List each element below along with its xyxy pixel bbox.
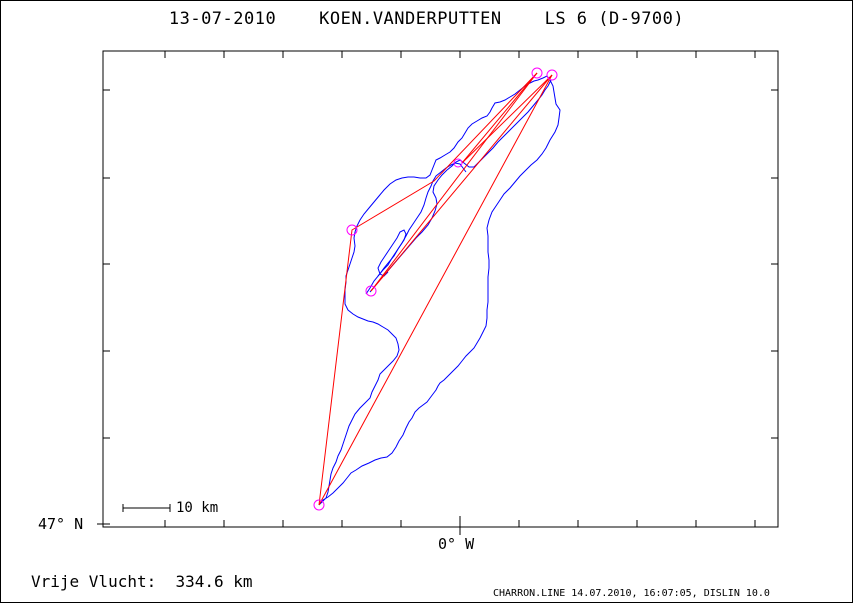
footer-info: CHARRON.LINE 14.07.2010, 16:07:05, DISLI… [493,588,770,599]
left-ticks [103,89,110,439]
flight-title: 13-07-2010 KOEN.VANDERPUTTEN LS 6 (D-970… [168,9,685,29]
turnpoint-2 [365,285,377,297]
turnpoint-start [313,499,325,511]
gps-track-detail-2 [365,162,467,295]
map-border [102,50,779,528]
right-ticks [771,89,778,439]
turnpoint-4 [546,69,558,81]
scale-bar [122,504,171,512]
distance-label: Vrije Vlucht: 334.6 km [31,572,253,591]
latitude-label: 47° N [38,515,84,533]
longitude-label: 0° W [438,535,475,553]
turnpoint-3 [531,67,543,79]
gps-track-detail-3 [377,229,407,277]
turnpoint-1 [346,224,358,236]
task-lines [318,72,553,506]
turnpoints [313,67,558,511]
gps-track [318,75,561,506]
turnpoint-5 [453,158,463,168]
top-ticks [164,51,756,58]
bottom-ticks [164,516,756,535]
scale-label: 10 km [176,500,219,516]
